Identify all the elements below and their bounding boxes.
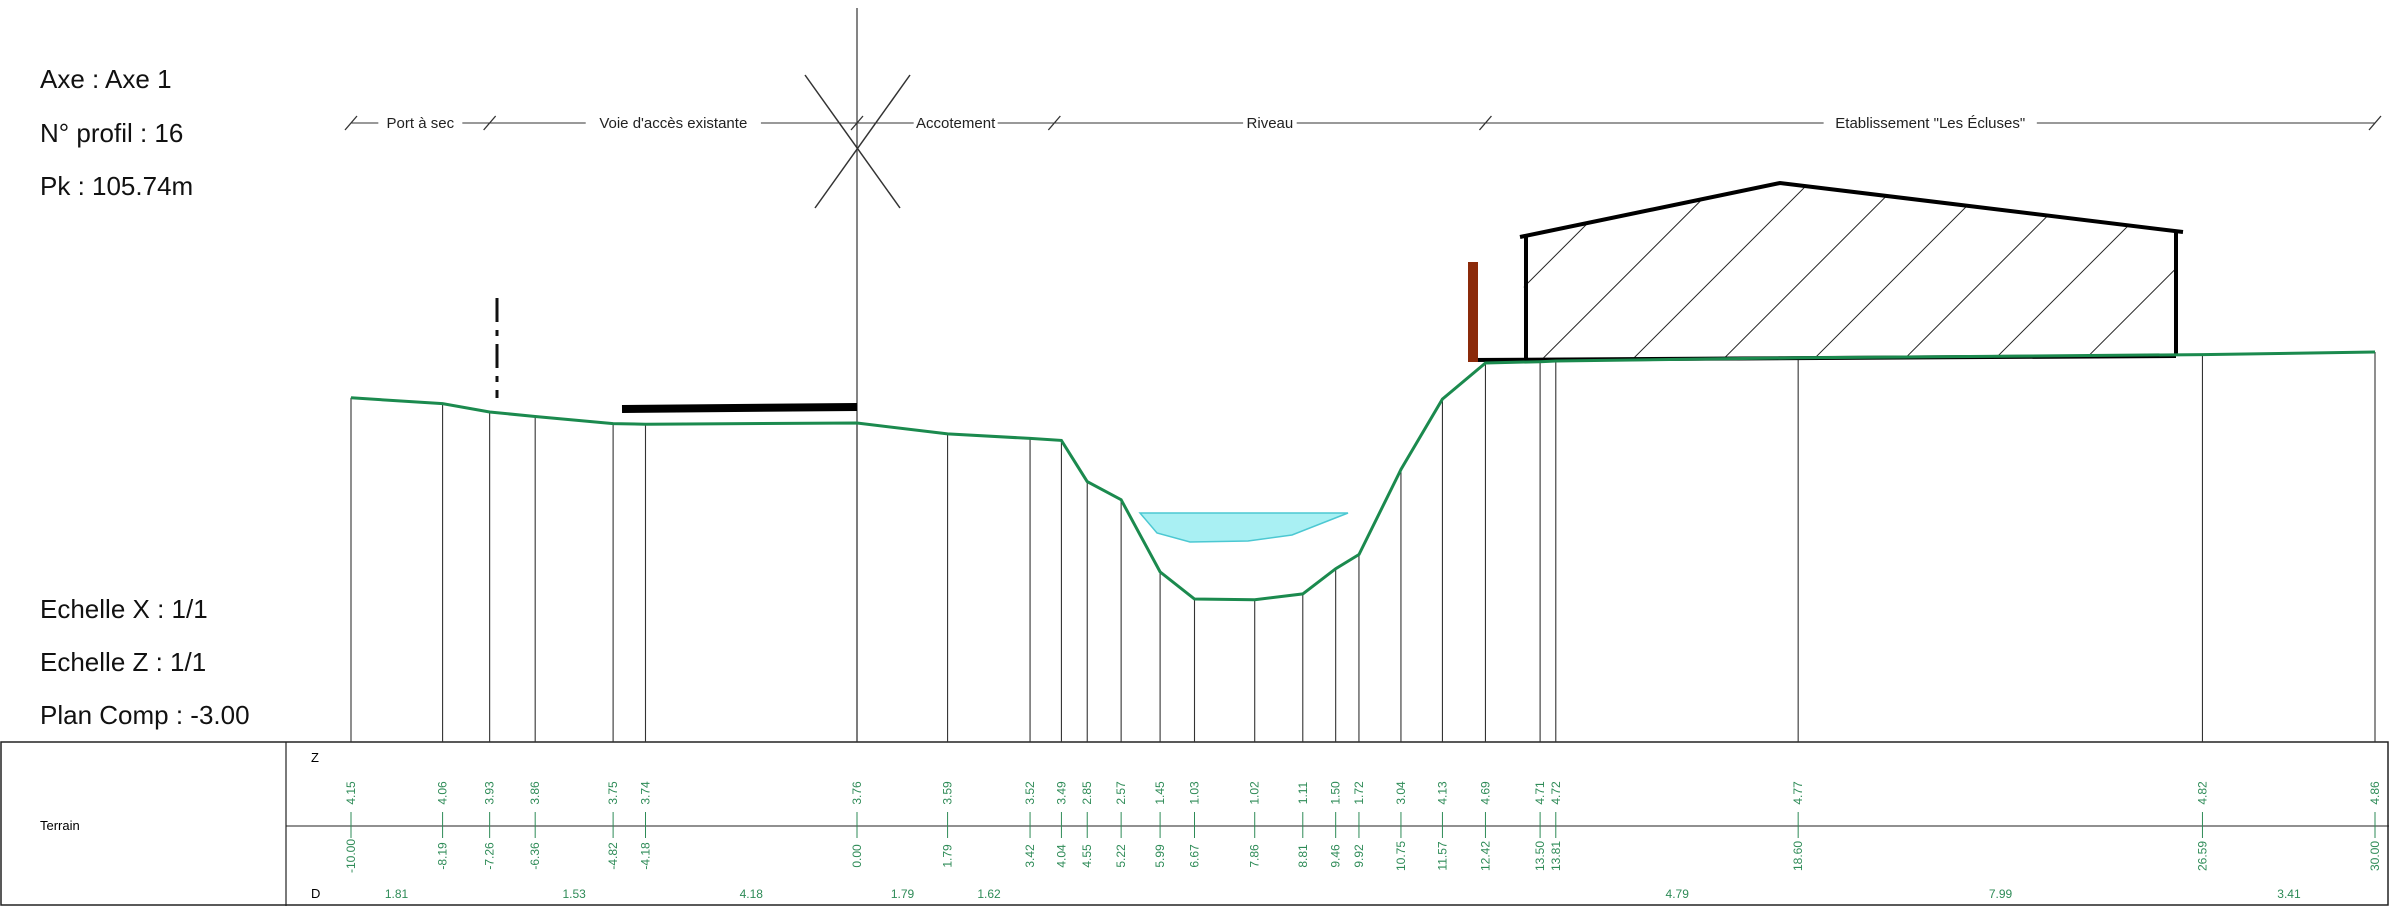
d-value: 7.86 [1248, 844, 1262, 868]
z-value: 4.86 [2368, 781, 2382, 805]
pk-label: Pk : 105.74m [40, 171, 194, 201]
axe-label: Axe : Axe 1 [40, 64, 172, 94]
fence-post [1468, 262, 1478, 362]
road-surface [621, 403, 858, 413]
d-value: -4.82 [606, 842, 620, 870]
d-value: -7.26 [483, 842, 497, 870]
d-value: 11.57 [1435, 841, 1449, 870]
d-value: 12.42 [1478, 841, 1492, 871]
d-value: 6.67 [1188, 844, 1202, 868]
z-value: 2.85 [1080, 781, 1094, 805]
profil-label: N° profil : 16 [40, 118, 184, 148]
z-value: 3.86 [528, 781, 542, 805]
z-value: 1.72 [1352, 781, 1366, 805]
d-value: -8.19 [436, 842, 450, 870]
d-value: 9.92 [1352, 844, 1366, 868]
building-roof [1519, 180, 2184, 239]
zone-label: Etablissement "Les Écluses" [1835, 115, 2025, 132]
d-value: 4.55 [1080, 844, 1094, 868]
partial-distance: 4.79 [1666, 887, 1690, 901]
z-value: 2.57 [1114, 781, 1128, 805]
z-value: 4.72 [1549, 781, 1563, 805]
partial-distance: 3.41 [2277, 887, 2301, 901]
z-value: 3.74 [638, 781, 652, 805]
z-value: 1.50 [1329, 781, 1343, 805]
zone-label: Voie d'accès existante [599, 115, 747, 132]
d-value: 18.60 [1791, 841, 1805, 871]
plan-comp-label: Plan Comp : -3.00 [40, 700, 250, 730]
d-header: D [311, 886, 320, 901]
partial-distance: 1.53 [562, 887, 586, 901]
zone-segment: Port à sec [351, 115, 490, 132]
z-value: 3.75 [606, 781, 620, 805]
zone-bar: Port à sec Voie d'accès existante Accoteme… [344, 115, 2382, 132]
d-value: 3.42 [1023, 844, 1037, 868]
zone-label: Accotement [916, 115, 996, 132]
d-value: 30.00 [2368, 841, 2382, 871]
echelle-z-label: Echelle Z : 1/1 [40, 647, 207, 677]
z-value: 3.52 [1023, 781, 1037, 805]
z-value: 4.13 [1435, 781, 1449, 805]
zone-label: Port à sec [387, 115, 455, 132]
z-value: 3.04 [1394, 781, 1408, 805]
partial-distance: 7.99 [1989, 887, 2013, 901]
zone-label: Riveau [1247, 115, 1294, 132]
d-value: 26.59 [2195, 841, 2209, 871]
d-value: 9.46 [1329, 844, 1343, 868]
water-surface [1138, 512, 1349, 543]
z-header: Z [311, 750, 319, 765]
d-value: 8.81 [1296, 844, 1310, 868]
z-value: 1.45 [1153, 781, 1167, 805]
z-value: 4.15 [344, 781, 358, 805]
z-value: 3.49 [1054, 781, 1068, 805]
terrain-line [350, 350, 2376, 602]
z-value: 1.03 [1188, 781, 1202, 805]
building-hatch-icon [1522, 183, 2178, 358]
projection-lines [350, 352, 2376, 742]
z-value: 4.06 [436, 781, 450, 805]
zone-boundary-tick [1478, 115, 1492, 131]
zone-boundary-tick [344, 115, 358, 131]
z-value: 1.02 [1248, 781, 1262, 805]
d-value: 5.22 [1114, 844, 1128, 868]
zone-boundary-tick [2368, 115, 2382, 131]
d-value: 1.79 [941, 844, 955, 868]
z-value: 4.69 [1478, 781, 1492, 805]
building [1469, 180, 2184, 362]
d-value: 13.50 [1533, 841, 1547, 871]
d-value: 13.81 [1549, 841, 1563, 871]
d-value: 10.75 [1394, 841, 1408, 871]
table-values: 4.15 -10.00 4.06 -8.19 3.93 -7.26 3.86 -6.36 3.7… [344, 781, 2382, 901]
z-value: 1.11 [1296, 781, 1310, 804]
z-value: 3.76 [850, 781, 864, 805]
z-value: 4.71 [1533, 781, 1547, 805]
zone-segment: Voie d'accès existante [489, 115, 857, 132]
d-value: -10.00 [344, 839, 358, 873]
zone-segment: Etablissement "Les Écluses" [1485, 115, 2375, 132]
partial-distance: 4.18 [740, 887, 764, 901]
d-value: -4.18 [638, 842, 652, 870]
d-value: 0.00 [850, 844, 864, 868]
zone-boundary-tick [1047, 115, 1061, 131]
z-value: 4.77 [1791, 781, 1805, 805]
z-value: 3.59 [941, 781, 955, 805]
zone-boundary-tick [483, 115, 497, 131]
d-value: -6.36 [528, 842, 542, 870]
partial-distance: 1.79 [891, 887, 915, 901]
zone-segment: Riveau [1054, 115, 1486, 132]
echelle-x-label: Echelle X : 1/1 [40, 594, 208, 624]
d-value: 4.04 [1054, 844, 1068, 868]
partial-distance: 1.81 [385, 887, 409, 901]
zone-segment: Accotement [857, 115, 1055, 132]
z-value: 3.93 [483, 781, 497, 805]
partial-distance: 1.62 [977, 887, 1001, 901]
z-value: 4.82 [2195, 781, 2209, 805]
row-label-terrain: Terrain [40, 818, 80, 833]
d-value: 5.99 [1153, 844, 1167, 868]
